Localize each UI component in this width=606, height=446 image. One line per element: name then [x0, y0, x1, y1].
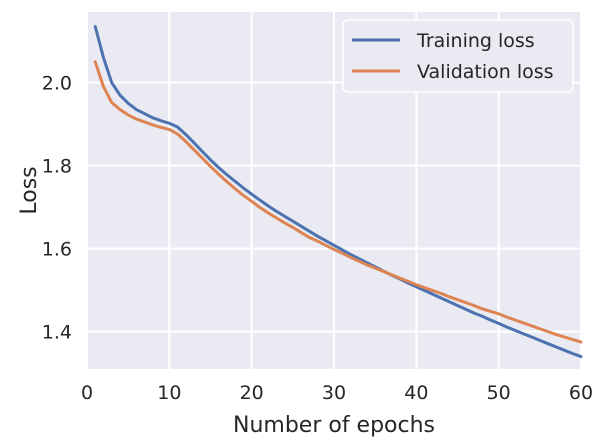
x-tick-label: 40 [404, 382, 428, 404]
x-tick-label: 10 [157, 382, 181, 404]
series-line-training-loss [93, 25, 583, 359]
x-tick-label: 0 [81, 382, 93, 404]
legend: Training loss Validation loss [342, 19, 574, 93]
y-tick-label: 1.4 [42, 322, 72, 344]
x-tick-labels: 0 10 20 30 40 50 60 [81, 382, 593, 404]
y-tick-labels: 1.4 1.6 1.8 2.0 [42, 73, 72, 344]
legend-box [342, 19, 574, 93]
series-lines [93, 25, 583, 359]
x-tick-label: 50 [487, 382, 511, 404]
legend-label: Training loss [416, 30, 535, 52]
y-tick-label: 1.6 [42, 239, 72, 261]
x-tick-label: 30 [322, 382, 346, 404]
y-tick-label: 2.0 [42, 73, 72, 95]
x-tick-label: 20 [240, 382, 264, 404]
x-tick-label: 60 [569, 382, 593, 404]
legend-label: Validation loss [417, 61, 554, 83]
x-axis-label: Number of epochs [233, 413, 435, 438]
y-tick-label: 1.8 [42, 156, 72, 178]
series-line-validation-loss [93, 60, 583, 344]
y-axis-label: Loss [17, 166, 42, 214]
